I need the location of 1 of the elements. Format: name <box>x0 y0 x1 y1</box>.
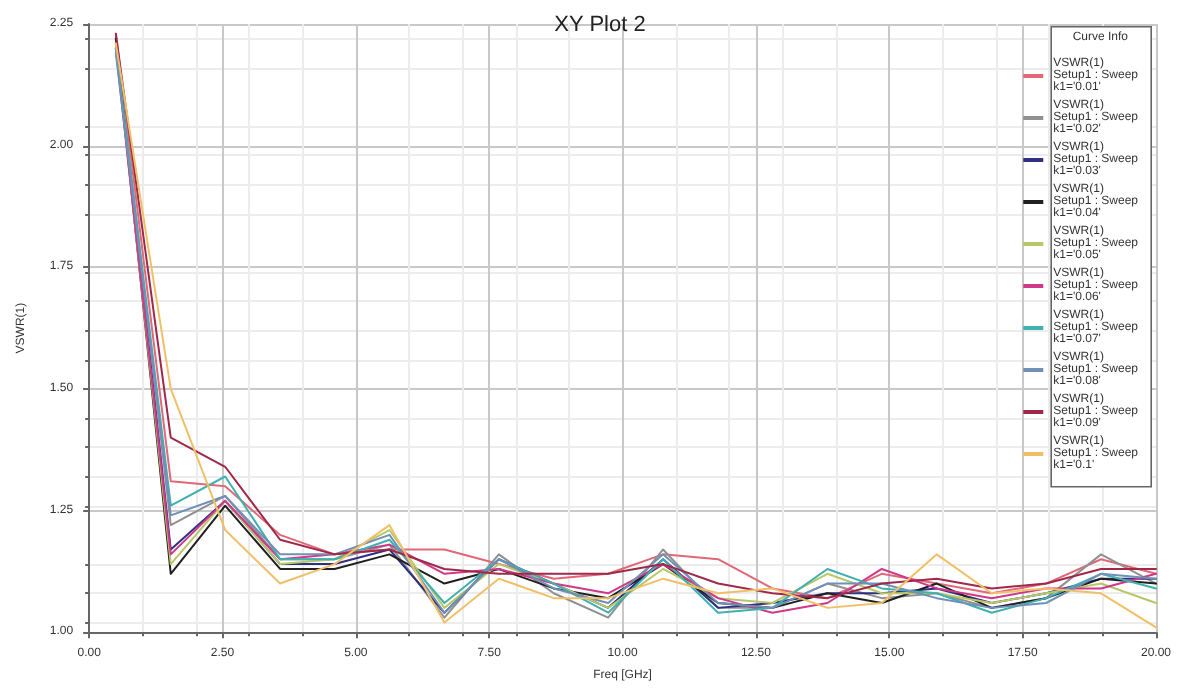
chart-title: XY Plot 2 <box>554 13 646 37</box>
